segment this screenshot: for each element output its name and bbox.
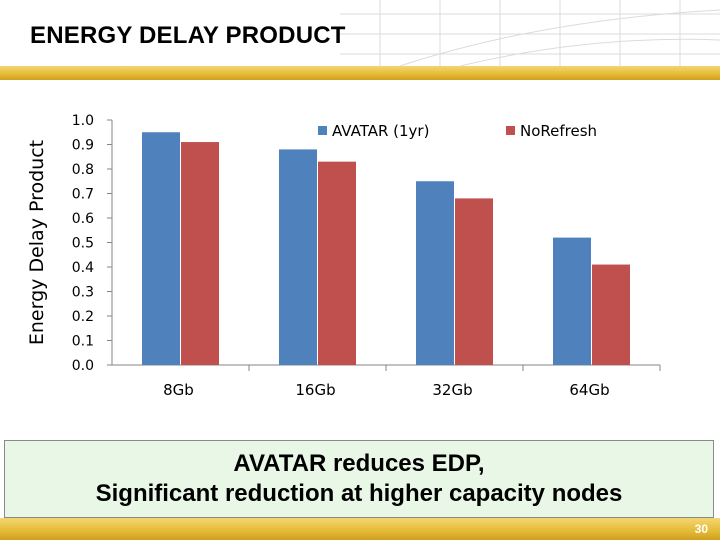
legend-label-avatar: AVATAR (1yr)	[332, 122, 429, 140]
bar-norefresh-64gb	[592, 264, 630, 365]
callout-line-1: AVATAR reduces EDP,	[233, 450, 485, 477]
legend-label-norefresh: NoRefresh	[520, 122, 597, 140]
callout-line-2: Significant reduction at higher capacity…	[95, 480, 623, 507]
bar-norefresh-32gb	[455, 198, 493, 365]
header-divider	[0, 66, 720, 80]
y-tick-label: 0.8	[72, 162, 94, 178]
y-tick-label: 1.0	[72, 113, 94, 129]
y-tick-label: 0.5	[72, 236, 94, 252]
x-tick-label: 32Gb	[432, 381, 472, 399]
x-tick-label: 8Gb	[163, 381, 194, 399]
y-tick-label: 0.1	[72, 334, 94, 350]
slide-title: ENERGY DELAY PRODUCT	[30, 22, 346, 49]
legend-swatch-norefresh	[506, 126, 515, 135]
bar-avatar-16gb	[279, 149, 317, 365]
y-tick-label: 0.7	[72, 187, 94, 203]
bar-avatar-8gb	[142, 132, 180, 365]
y-axis-title: Energy Delay Product	[26, 140, 48, 345]
bar-norefresh-16gb	[318, 161, 356, 365]
y-tick-label: 0.0	[72, 358, 94, 374]
y-tick-label: 0.3	[72, 285, 94, 301]
x-tick-label: 16Gb	[295, 381, 335, 399]
x-tick-label: 64Gb	[569, 381, 609, 399]
page-number: 30	[694, 522, 708, 536]
y-tick-label: 0.6	[72, 211, 94, 227]
header-decoration	[340, 0, 720, 66]
legend-swatch-avatar	[318, 126, 327, 135]
slide-header: ENERGY DELAY PRODUCT	[0, 0, 720, 66]
y-tick-label: 0.2	[72, 309, 94, 325]
footer-bar	[0, 518, 720, 540]
bar-norefresh-8gb	[181, 142, 219, 365]
edp-bar-chart: Energy Delay Product 0.0 0.1 0.2 0.3 0.4 0.5 0.…	[26, 113, 661, 399]
y-tick-label: 0.9	[72, 138, 94, 154]
bar-avatar-32gb	[416, 181, 454, 365]
callout-box: AVATAR reduces EDP, Significant reductio…	[4, 440, 714, 518]
bar-avatar-64gb	[553, 237, 591, 365]
y-tick-label: 0.4	[72, 260, 94, 276]
